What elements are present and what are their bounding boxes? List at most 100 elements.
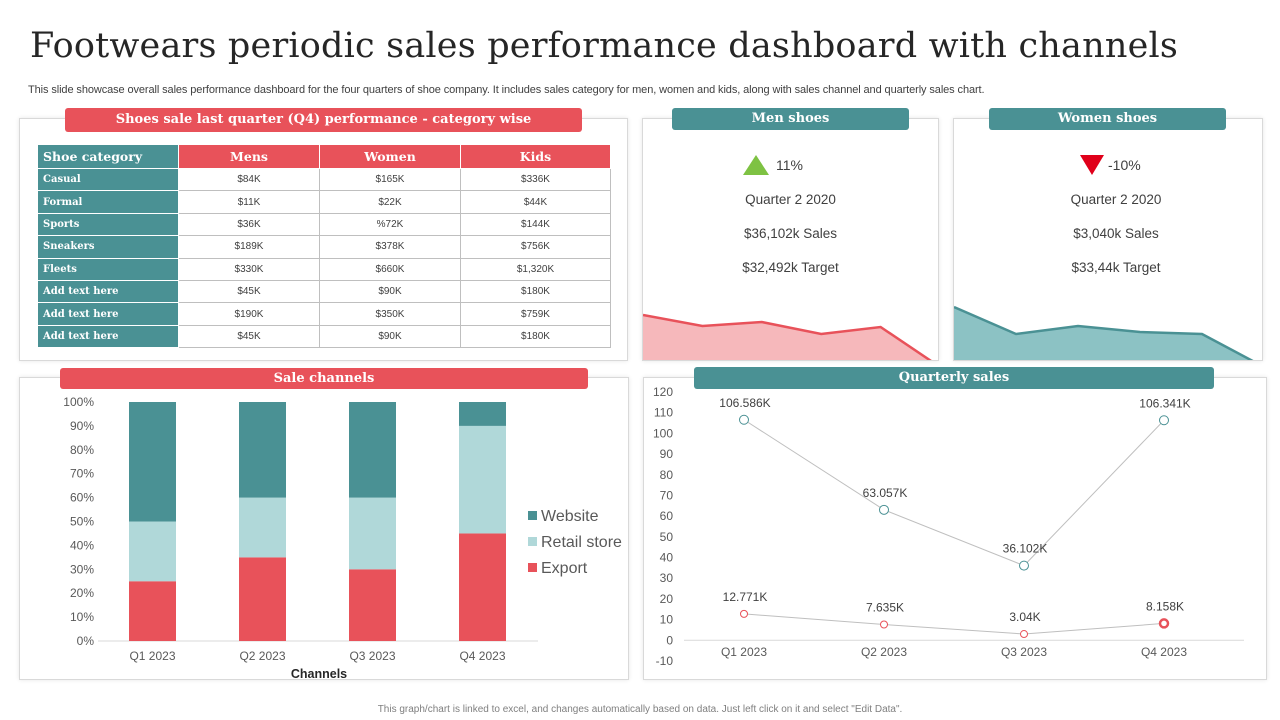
women-shoes-panel bbox=[953, 118, 1263, 361]
x-tick-label: Q1 2023 bbox=[721, 645, 767, 659]
data-label: 63.057K bbox=[863, 486, 908, 500]
cell-category: Add text here bbox=[37, 279, 179, 304]
table-row: Sports $36K %72K $144K bbox=[37, 212, 611, 237]
cell-mens: $190K bbox=[178, 302, 320, 326]
table-row: Add text here $190K $350K $759K bbox=[37, 302, 611, 326]
women-shoes-trend-chart bbox=[954, 305, 1254, 360]
series-line bbox=[743, 419, 1165, 567]
bar-retail-store bbox=[349, 497, 396, 570]
data-label: 12.771K bbox=[723, 590, 768, 604]
y-tick-label: 0% bbox=[77, 634, 95, 648]
y-tick-label: 60 bbox=[660, 509, 674, 523]
y-tick-label: 50% bbox=[70, 515, 94, 529]
category-table-title: Shoes sale last quarter (Q4) performance… bbox=[65, 108, 582, 132]
page-subtitle: This slide showcase overall sales perfor… bbox=[28, 84, 985, 96]
data-point bbox=[740, 609, 748, 618]
men-shoes-sales: $36,102k Sales bbox=[743, 226, 838, 241]
men-shoes-change: 11% bbox=[776, 157, 803, 173]
down-arrow-icon bbox=[1080, 155, 1104, 175]
x-tick-label: Q2 2023 bbox=[861, 645, 907, 659]
cell-mens: $11K bbox=[178, 190, 320, 214]
bar-website bbox=[459, 402, 506, 426]
sale-channels-title: Sale channels bbox=[60, 368, 588, 389]
data-point bbox=[879, 504, 889, 515]
cell-category: Formal bbox=[37, 190, 179, 214]
cell-kids: $44K bbox=[460, 190, 611, 214]
y-tick-label: -10 bbox=[656, 654, 674, 668]
women-shoes-sales: $3,040k Sales bbox=[1073, 226, 1159, 241]
cell-women: $350K bbox=[319, 302, 461, 326]
x-tick-label: Q3 2023 bbox=[349, 649, 395, 663]
legend-swatch bbox=[528, 563, 537, 572]
column-header-kids: Kids bbox=[460, 144, 611, 169]
cell-women: $90K bbox=[319, 324, 461, 349]
data-label: 36.102K bbox=[1003, 542, 1048, 556]
x-tick-label: Q4 2023 bbox=[459, 649, 505, 663]
bar-retail-store bbox=[459, 425, 506, 534]
legend-label: Website bbox=[541, 508, 599, 525]
table-row: Casual $84K $165K $336K bbox=[37, 167, 611, 192]
y-tick-label: 20 bbox=[660, 592, 674, 606]
y-tick-label: 110 bbox=[654, 406, 673, 420]
data-label: 8.158K bbox=[1146, 599, 1184, 613]
x-axis-title: Channels bbox=[291, 667, 347, 681]
bar-export bbox=[239, 557, 286, 641]
cell-category: Casual bbox=[37, 167, 179, 192]
cell-kids: $759K bbox=[460, 302, 611, 326]
y-tick-label: 80 bbox=[660, 468, 674, 482]
y-tick-label: 30% bbox=[70, 562, 94, 576]
cell-mens: $45K bbox=[178, 279, 320, 304]
women-shoes-trend-line bbox=[954, 305, 1254, 360]
y-tick-label: 100 bbox=[653, 426, 673, 440]
cell-kids: $336K bbox=[460, 167, 611, 192]
cell-women: $165K bbox=[319, 167, 461, 192]
data-label: 3.04K bbox=[1009, 610, 1040, 624]
legend-swatch bbox=[528, 537, 537, 546]
cell-kids: $180K bbox=[460, 279, 611, 304]
cell-category: Sneakers bbox=[37, 235, 179, 259]
y-tick-label: 10% bbox=[70, 610, 94, 624]
cell-women: $90K bbox=[319, 279, 461, 304]
cell-mens: $84K bbox=[178, 167, 320, 192]
cell-mens: $36K bbox=[178, 212, 320, 237]
legend-swatch bbox=[528, 511, 537, 520]
category-table: Shoe category Mens Women Kids Casual $84K… bbox=[37, 144, 611, 349]
data-label: 106.341K bbox=[1139, 396, 1190, 410]
series-line bbox=[743, 613, 1165, 635]
cell-mens: $330K bbox=[178, 257, 320, 281]
y-tick-label: 30 bbox=[660, 571, 674, 585]
y-tick-label: 90 bbox=[660, 447, 674, 461]
cell-mens: $189K bbox=[178, 235, 320, 259]
bar-website bbox=[239, 402, 286, 498]
y-tick-label: 80% bbox=[70, 443, 94, 457]
table-header-row: Shoe category Mens Women Kids bbox=[37, 144, 611, 169]
men-shoes-target: $32,492k Target bbox=[742, 260, 839, 275]
x-tick-label: Q1 2023 bbox=[129, 649, 175, 663]
cell-women: $660K bbox=[319, 257, 461, 281]
bar-export bbox=[129, 581, 176, 641]
y-tick-label: 100% bbox=[63, 395, 94, 409]
y-tick-label: 40 bbox=[660, 551, 674, 565]
cell-category: Add text here bbox=[37, 324, 179, 349]
men-shoes-trend-chart bbox=[643, 313, 932, 360]
women-shoes-trend-area bbox=[954, 307, 1251, 360]
data-point bbox=[880, 620, 888, 629]
y-tick-label: 20% bbox=[70, 586, 94, 600]
bar-retail-store bbox=[129, 521, 176, 582]
table-row: Fleets $330K $660K $1,320K bbox=[37, 257, 611, 281]
data-point bbox=[739, 414, 749, 425]
data-point bbox=[1159, 415, 1169, 426]
x-tick-label: Q3 2023 bbox=[1001, 645, 1047, 659]
y-tick-label: 10 bbox=[660, 613, 674, 627]
y-tick-label: 60% bbox=[70, 491, 94, 505]
up-arrow-icon bbox=[743, 155, 769, 175]
column-header-mens: Mens bbox=[178, 144, 320, 169]
y-tick-label: 70% bbox=[70, 467, 94, 481]
bar-retail-store bbox=[239, 497, 286, 558]
cell-category: Add text here bbox=[37, 302, 179, 326]
cell-category: Fleets bbox=[37, 257, 179, 281]
table-row: Add text here $45K $90K $180K bbox=[37, 324, 611, 349]
page-title: Footwears periodic sales performance das… bbox=[30, 26, 1179, 66]
legend-label: Retail store bbox=[541, 534, 622, 551]
cell-kids: $180K bbox=[460, 324, 611, 349]
